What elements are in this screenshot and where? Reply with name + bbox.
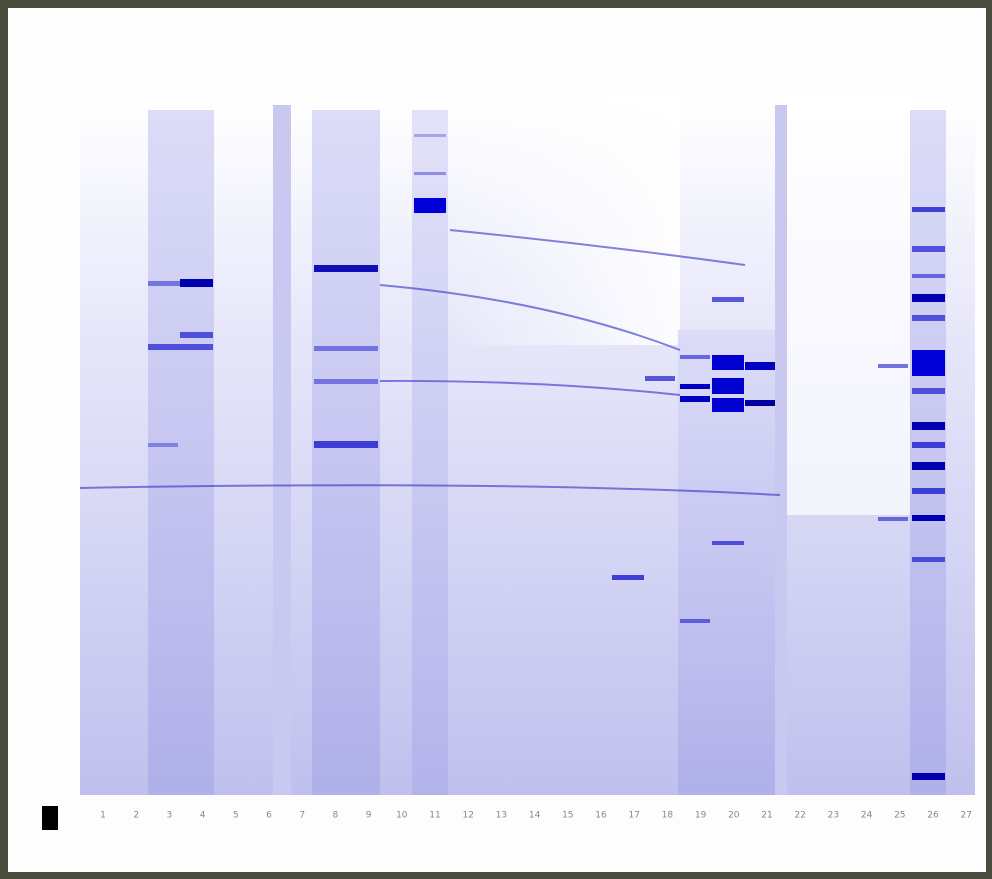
lanes xyxy=(148,105,946,795)
lane-number: 14 xyxy=(529,811,541,821)
lane-number: 4 xyxy=(200,811,206,821)
lane-number: 17 xyxy=(628,811,639,821)
lane-number: 1 xyxy=(100,811,106,821)
lane-number: 12 xyxy=(462,811,473,821)
lane-number: 26 xyxy=(927,811,939,821)
smile-bands xyxy=(79,229,781,496)
lane-number: 25 xyxy=(894,811,905,821)
lane-number: 2 xyxy=(133,811,139,821)
lane-labels: 1 2 3 4 5 6 7 8 9 10 11 12 13 14 15 16 17 18 19 20 21 22 23 24 2… xyxy=(100,811,972,821)
gel-fade xyxy=(785,95,910,515)
lane-number: 13 xyxy=(496,811,507,821)
lane-number: 15 xyxy=(562,811,573,821)
lane-number: 27 xyxy=(960,811,971,821)
lane-number: 16 xyxy=(595,811,607,821)
lane-number: 21 xyxy=(761,811,772,821)
lane-number: 11 xyxy=(429,811,440,821)
lane-number: 23 xyxy=(828,811,839,821)
lane-number: 5 xyxy=(233,811,239,821)
lane-number: 20 xyxy=(728,811,740,821)
lane-number: 22 xyxy=(794,811,805,821)
bands xyxy=(148,134,945,780)
lane-number: 8 xyxy=(333,811,339,821)
lane-number: 24 xyxy=(861,811,873,821)
marker-box xyxy=(42,806,58,830)
lane-number: 10 xyxy=(396,811,408,821)
lane-number: 19 xyxy=(695,811,707,821)
gel-fade xyxy=(450,95,680,345)
lane-number: 18 xyxy=(662,811,674,821)
lane-number: 3 xyxy=(167,811,173,821)
lane-number: 9 xyxy=(366,811,372,821)
lane-number: 6 xyxy=(266,811,272,821)
lane-number: 7 xyxy=(299,811,305,821)
